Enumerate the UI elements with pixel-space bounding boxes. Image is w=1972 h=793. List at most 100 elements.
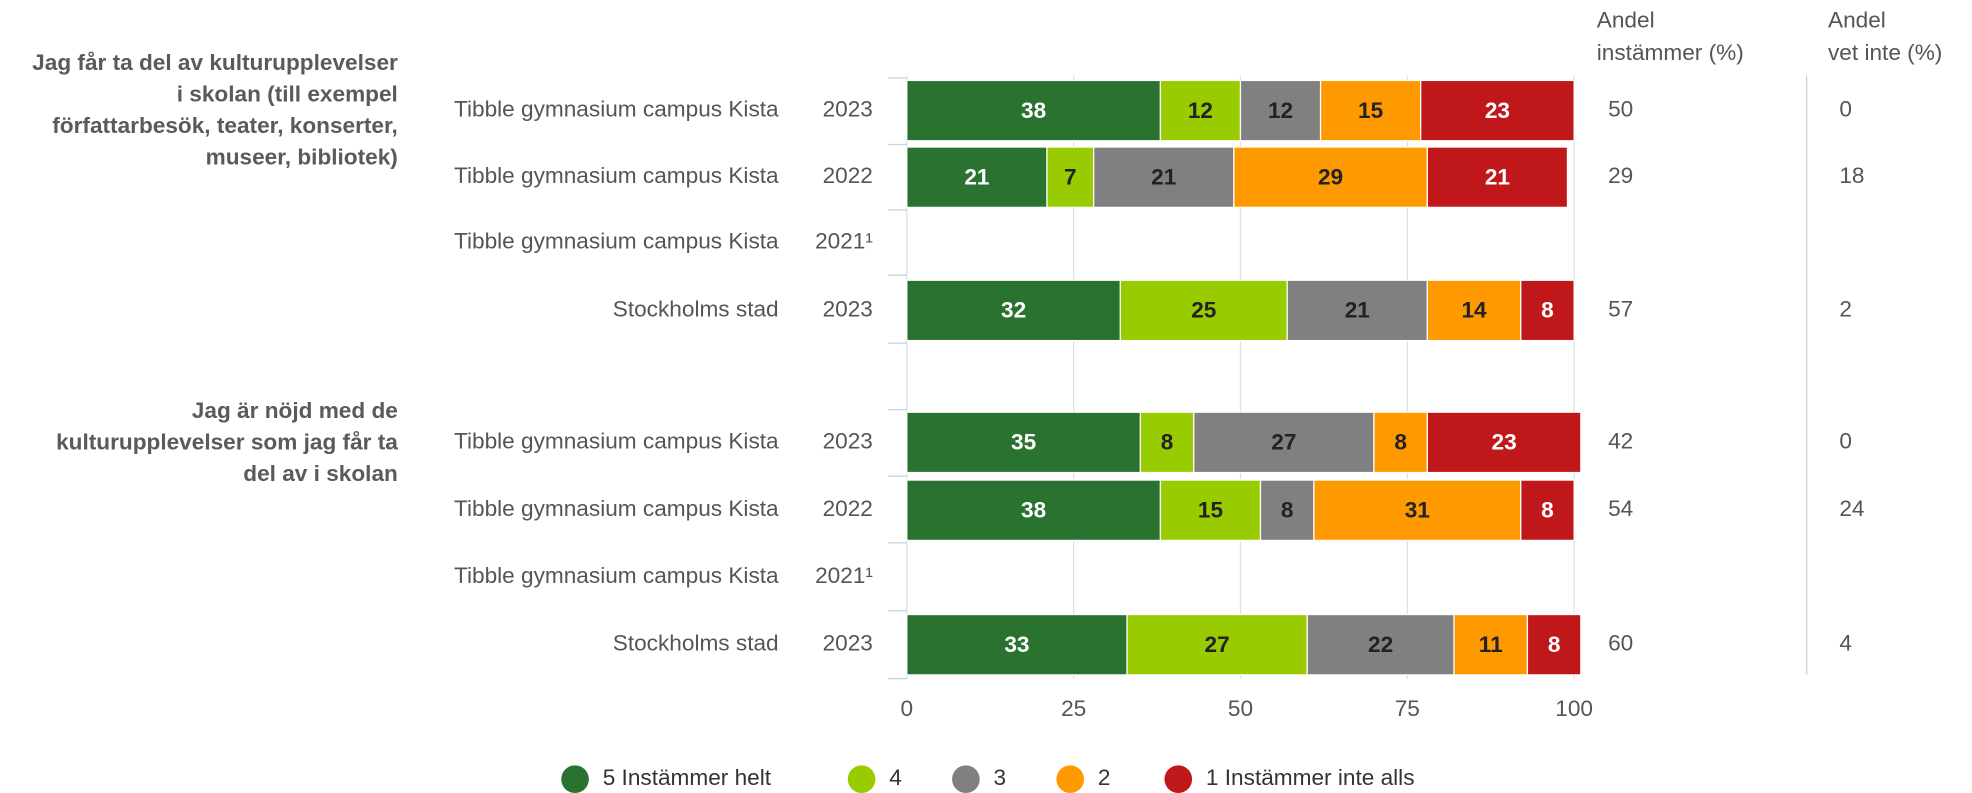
segment-label: 22 [1368, 632, 1393, 657]
agree-value: 50 [1608, 97, 1633, 122]
segment-label: 8 [1548, 632, 1561, 657]
segment-label: 8 [1541, 298, 1554, 323]
x-tick-label: 0 [901, 696, 914, 721]
segment-label: 23 [1492, 430, 1517, 455]
bar-segment [1139, 411, 1195, 474]
dont-know-value: 24 [1839, 496, 1864, 521]
year-label: 2023 [823, 428, 873, 453]
agree-value: 42 [1608, 428, 1633, 453]
agree-value: 57 [1608, 296, 1633, 321]
category-label: Tibble gymnasium campus Kista [454, 496, 779, 521]
agree-value: 60 [1608, 631, 1633, 656]
question-label: museer, bibliotek) [206, 144, 398, 169]
bar-segment [1426, 146, 1569, 208]
category-label: Stockholms stad [613, 296, 779, 321]
legend-swatch [561, 765, 589, 793]
legend-label: 2 [1098, 765, 1111, 790]
bar-segment [1426, 411, 1582, 474]
bar-segment [906, 479, 1162, 542]
dont-know-value: 4 [1839, 631, 1852, 656]
segment-label: 35 [1011, 430, 1036, 455]
category-label: Tibble gymnasium campus Kista [454, 563, 779, 588]
year-label: 2021¹ [815, 563, 873, 588]
segment-label: 8 [1281, 497, 1294, 522]
agree-value: 29 [1608, 163, 1633, 188]
segment-label: 21 [1345, 298, 1370, 323]
year-label: 2021¹ [815, 229, 873, 254]
legend-swatch [1164, 765, 1193, 793]
year-label: 2023 [823, 97, 873, 122]
question-label: kulturupplevelser som jag får ta [56, 430, 398, 455]
segment-label: 23 [1485, 98, 1510, 123]
segment-label: 14 [1461, 298, 1487, 323]
legend-label: 5 Instämmer helt [603, 765, 772, 790]
bar-segment [1453, 613, 1529, 676]
segment-label: 25 [1191, 298, 1216, 323]
question-label: i skolan (till exempel [177, 81, 398, 106]
segment-label: 8 [1161, 430, 1174, 455]
bar-segment [1126, 613, 1308, 676]
question-label: författarbesök, teater, konserter, [52, 113, 398, 138]
category-label: Tibble gymnasium campus Kista [454, 97, 779, 122]
bar-segment [1426, 279, 1522, 342]
segment-label: 31 [1405, 497, 1430, 522]
segment-label: 29 [1318, 164, 1343, 189]
bar-segment [1526, 613, 1582, 676]
x-tick-label: 100 [1555, 696, 1593, 721]
legend-swatch [847, 765, 876, 793]
dont-know-value: 18 [1839, 163, 1864, 188]
year-label: 2022 [823, 496, 873, 521]
bar-segment [1233, 146, 1428, 208]
bar-segment [1373, 411, 1428, 474]
segment-label: 32 [1001, 298, 1026, 323]
dont-know-header: vet inte (%) [1828, 40, 1942, 65]
bar-segment [1313, 479, 1522, 542]
category-label: Stockholms stad [613, 631, 779, 656]
dont-know-header: Andel [1828, 7, 1886, 32]
bar-segment [1259, 479, 1315, 542]
bar-segment [906, 279, 1121, 342]
bar-segment [906, 146, 1048, 208]
dont-know-value: 0 [1839, 428, 1852, 453]
agree-header: Andel [1597, 7, 1655, 32]
bar-segment [1520, 279, 1575, 342]
segment-label: 12 [1188, 98, 1213, 123]
x-tick-label: 50 [1228, 696, 1253, 721]
legend-swatch [1056, 765, 1085, 793]
year-label: 2023 [823, 631, 873, 656]
segment-label: 27 [1205, 632, 1230, 657]
segment-label: 11 [1479, 632, 1503, 657]
year-label: 2022 [823, 163, 873, 188]
question-label: del av i skolan [243, 461, 398, 486]
category-label: Tibble gymnasium campus Kista [454, 229, 779, 254]
segment-label: 8 [1394, 430, 1407, 455]
bar-segment [1520, 479, 1575, 542]
bar-segment [1193, 411, 1375, 474]
segment-label: 33 [1004, 632, 1029, 657]
legend-label: 4 [889, 765, 902, 790]
segment-label: 7 [1064, 164, 1077, 189]
agree-header: instämmer (%) [1597, 40, 1744, 65]
category-label: Tibble gymnasium campus Kista [454, 428, 779, 453]
segment-label: 8 [1541, 497, 1554, 522]
bar-segment [1093, 146, 1235, 208]
segment-label: 38 [1021, 497, 1046, 522]
segment-label: 15 [1358, 98, 1383, 123]
bar-segment [906, 79, 1162, 142]
agree-value: 54 [1608, 496, 1633, 521]
segment-label: 27 [1271, 430, 1296, 455]
segment-label: 12 [1268, 98, 1293, 123]
segment-label: 21 [964, 164, 989, 189]
x-tick-label: 25 [1061, 696, 1086, 721]
bar-segment [1239, 79, 1322, 142]
question-label: Jag är nöjd med de [192, 398, 398, 423]
segment-label: 21 [1151, 164, 1176, 189]
question-label: Jag får ta del av kulturupplevelser [32, 50, 398, 75]
dont-know-value: 0 [1839, 97, 1852, 122]
legend-label: 3 [994, 765, 1007, 790]
x-tick-label: 75 [1395, 696, 1420, 721]
bar-segment [1286, 279, 1428, 342]
bar-segment [1306, 613, 1455, 676]
category-label: Tibble gymnasium campus Kista [454, 163, 779, 188]
